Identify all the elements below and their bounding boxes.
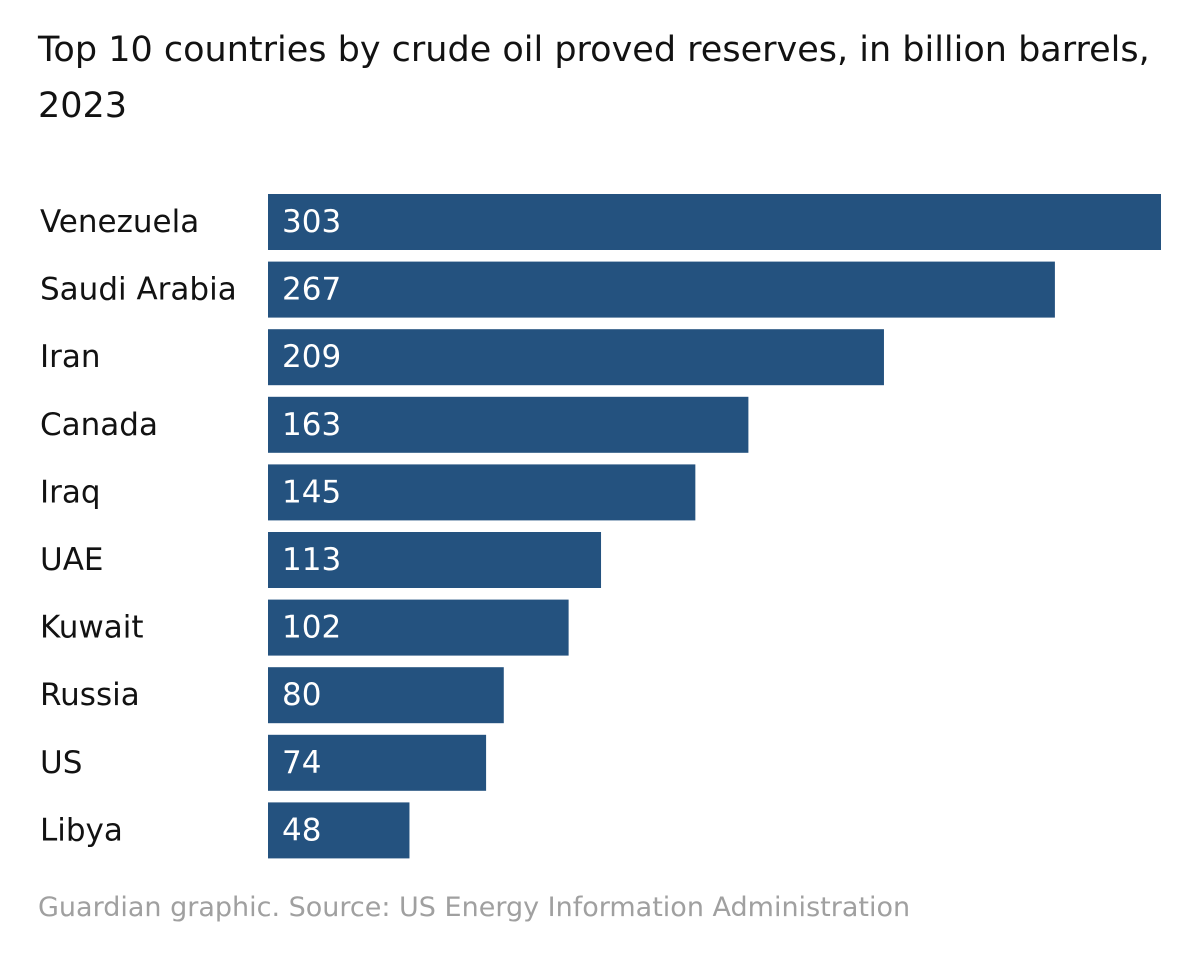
category-label: Iran <box>40 339 101 375</box>
bar <box>268 532 602 588</box>
bar <box>268 261 1055 318</box>
value-label: 48 <box>282 812 321 848</box>
category-label: Iraq <box>40 474 101 510</box>
category-label: UAE <box>40 542 103 578</box>
chart-title: Top 10 countries by crude oil proved res… <box>38 30 1150 126</box>
category-label: Kuwait <box>40 610 144 646</box>
category-label: US <box>40 745 82 781</box>
value-label: 209 <box>282 339 341 375</box>
bar <box>268 667 504 724</box>
bar <box>268 734 487 791</box>
value-label: 267 <box>282 272 341 308</box>
bar <box>268 194 1161 250</box>
bar <box>268 599 569 656</box>
bars-group: Venezuela 303 Saudi Arabia 267 Iran 209 Canada… <box>40 194 1161 859</box>
category-label: Venezuela <box>40 204 199 240</box>
bar <box>268 464 696 521</box>
value-label: 102 <box>282 610 341 646</box>
bar <box>268 396 749 453</box>
value-label: 80 <box>282 677 321 713</box>
source-note: Guardian graphic. Source: US Energy Info… <box>38 892 911 923</box>
category-label: Libya <box>40 812 123 848</box>
category-label: Canada <box>40 407 158 443</box>
category-label: Saudi Arabia <box>40 272 237 308</box>
value-label: 145 <box>282 474 341 510</box>
bar <box>268 802 410 859</box>
value-label: 303 <box>282 204 341 240</box>
bar <box>268 329 884 386</box>
value-label: 113 <box>282 542 341 578</box>
category-label: Russia <box>40 677 140 713</box>
value-label: 163 <box>282 407 341 443</box>
value-label: 74 <box>282 745 321 781</box>
